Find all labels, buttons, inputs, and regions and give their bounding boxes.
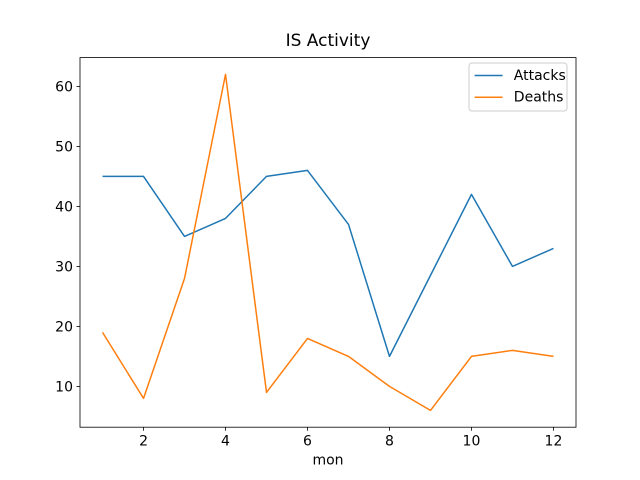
x-tick-label: 6 [303, 434, 312, 450]
legend-attacks-label: Attacks [514, 68, 566, 84]
x-tick-label: 8 [385, 434, 394, 450]
series-line-attacks [102, 169, 554, 358]
legend-deaths-label: Deaths [514, 90, 564, 106]
plot-border [79, 57, 577, 428]
y-tick-label: 30 [55, 259, 73, 275]
x-tick-label: 2 [139, 434, 148, 450]
x-tick-label: 12 [545, 434, 563, 450]
plot-series [101, 73, 554, 412]
x-axis-label: mon [312, 453, 343, 469]
y-tick-label: 60 [55, 79, 73, 95]
legend: Attacks Deaths [468, 62, 568, 112]
x-tick-label: 4 [221, 434, 230, 450]
x-tick-label: 10 [463, 434, 481, 450]
y-tick-label: 50 [55, 139, 73, 155]
y-tick-label: 10 [55, 379, 73, 395]
chart-title: IS Activity [286, 31, 371, 51]
y-tick-label: 40 [55, 199, 73, 215]
y-tick-label: 20 [55, 319, 73, 335]
series-line-deaths [101, 73, 554, 412]
axis-ticks: 2 4 6 8 10 12 10 20 30 40 50 60 [55, 79, 562, 449]
